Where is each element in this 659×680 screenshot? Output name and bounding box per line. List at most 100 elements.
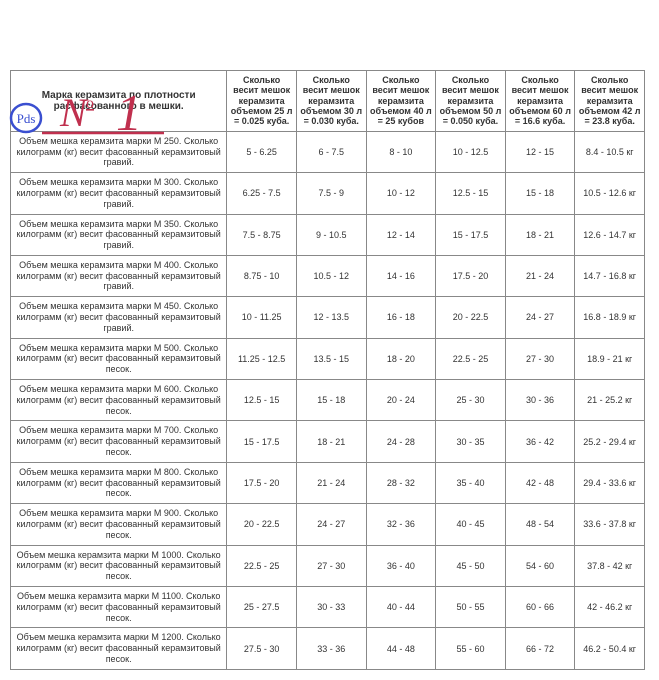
cell: 20 - 24 <box>366 380 436 421</box>
cell: 14 - 16 <box>366 255 436 296</box>
row-label: Объем мешка керамзита марки М 1100. Скол… <box>11 587 227 628</box>
cell: 40 - 44 <box>366 587 436 628</box>
cell: 18.9 - 21 кг <box>575 338 645 379</box>
cell: 16.8 - 18.9 кг <box>575 297 645 338</box>
row-label: Объем мешка керамзита марки М 300. Сколь… <box>11 173 227 214</box>
cell: 12.5 - 15 <box>227 380 297 421</box>
cell: 25 - 27.5 <box>227 587 297 628</box>
cell: 12 - 15 <box>505 131 575 172</box>
cell: 14.7 - 16.8 кг <box>575 255 645 296</box>
cell: 36 - 40 <box>366 545 436 586</box>
table-row: Объем мешка керамзита марки М 1200. Скол… <box>11 628 645 669</box>
cell: 18 - 20 <box>366 338 436 379</box>
cell: 44 - 48 <box>366 628 436 669</box>
row-label: Объем мешка керамзита марки М 350. Сколь… <box>11 214 227 255</box>
cell: 27 - 30 <box>296 545 366 586</box>
cell: 15 - 18 <box>296 380 366 421</box>
row-label: Объем мешка керамзита марки М 250. Сколь… <box>11 131 227 172</box>
header-main: Марка керамзита по плотности расфасованн… <box>11 71 227 132</box>
cell: 36 - 42 <box>505 421 575 462</box>
cell: 13.5 - 15 <box>296 338 366 379</box>
table-row: Объем мешка керамзита марки М 1100. Скол… <box>11 587 645 628</box>
cell: 45 - 50 <box>436 545 506 586</box>
cell: 22.5 - 25 <box>436 338 506 379</box>
row-label: Объем мешка керамзита марки М 500. Сколь… <box>11 338 227 379</box>
cell: 24 - 27 <box>505 297 575 338</box>
cell: 6.25 - 7.5 <box>227 173 297 214</box>
table-row: Объем мешка керамзита марки М 500. Сколь… <box>11 338 645 379</box>
header-col-2: Сколько весит мешок керамзита объемом 40… <box>366 71 436 132</box>
cell: 12 - 13.5 <box>296 297 366 338</box>
row-label: Объем мешка керамзита марки М 450. Сколь… <box>11 297 227 338</box>
cell: 20 - 22.5 <box>227 504 297 545</box>
header-col-4: Сколько весит мешок керамзита объемом 60… <box>505 71 575 132</box>
cell: 30 - 35 <box>436 421 506 462</box>
cell: 22.5 - 25 <box>227 545 297 586</box>
cell: 11.25 - 12.5 <box>227 338 297 379</box>
cell: 12 - 14 <box>366 214 436 255</box>
table-row: Объем мешка керамзита марки М 350. Сколь… <box>11 214 645 255</box>
keramzit-table: Марка керамзита по плотности расфасованн… <box>10 70 645 670</box>
cell: 42 - 48 <box>505 462 575 503</box>
cell: 6 - 7.5 <box>296 131 366 172</box>
cell: 5 - 6.25 <box>227 131 297 172</box>
cell: 25.2 - 29.4 кг <box>575 421 645 462</box>
cell: 10.5 - 12.6 кг <box>575 173 645 214</box>
cell: 8.75 - 10 <box>227 255 297 296</box>
cell: 12.6 - 14.7 кг <box>575 214 645 255</box>
table-row: Объем мешка керамзита марки М 700. Сколь… <box>11 421 645 462</box>
cell: 30 - 33 <box>296 587 366 628</box>
cell: 25 - 30 <box>436 380 506 421</box>
cell: 21 - 25.2 кг <box>575 380 645 421</box>
cell: 28 - 32 <box>366 462 436 503</box>
cell: 60 - 66 <box>505 587 575 628</box>
cell: 21 - 24 <box>296 462 366 503</box>
row-label: Объем мешка керамзита марки М 700. Сколь… <box>11 421 227 462</box>
cell: 20 - 22.5 <box>436 297 506 338</box>
cell: 8.4 - 10.5 кг <box>575 131 645 172</box>
cell: 10.5 - 12 <box>296 255 366 296</box>
cell: 33.6 - 37.8 кг <box>575 504 645 545</box>
cell: 35 - 40 <box>436 462 506 503</box>
cell: 55 - 60 <box>436 628 506 669</box>
cell: 54 - 60 <box>505 545 575 586</box>
cell: 46.2 - 50.4 кг <box>575 628 645 669</box>
cell: 16 - 18 <box>366 297 436 338</box>
cell: 42 - 46.2 кг <box>575 587 645 628</box>
cell: 10 - 11.25 <box>227 297 297 338</box>
cell: 29.4 - 33.6 кг <box>575 462 645 503</box>
cell: 8 - 10 <box>366 131 436 172</box>
cell: 15 - 17.5 <box>227 421 297 462</box>
row-label: Объем мешка керамзита марки М 400. Сколь… <box>11 255 227 296</box>
header-col-0: Сколько весит мешок керамзита объемом 25… <box>227 71 297 132</box>
cell: 50 - 55 <box>436 587 506 628</box>
table-row: Объем мешка керамзита марки М 300. Сколь… <box>11 173 645 214</box>
table-body: Объем мешка керамзита марки М 250. Сколь… <box>11 131 645 669</box>
table-row: Объем мешка керамзита марки М 1000. Скол… <box>11 545 645 586</box>
cell: 10 - 12.5 <box>436 131 506 172</box>
table-row: Объем мешка керамзита марки М 250. Сколь… <box>11 131 645 172</box>
cell: 7.5 - 9 <box>296 173 366 214</box>
cell: 17.5 - 20 <box>227 462 297 503</box>
row-label: Объем мешка керамзита марки М 600. Сколь… <box>11 380 227 421</box>
row-label: Объем мешка керамзита марки М 900. Сколь… <box>11 504 227 545</box>
cell: 9 - 10.5 <box>296 214 366 255</box>
cell: 24 - 27 <box>296 504 366 545</box>
cell: 18 - 21 <box>505 214 575 255</box>
cell: 18 - 21 <box>296 421 366 462</box>
cell: 48 - 54 <box>505 504 575 545</box>
cell: 66 - 72 <box>505 628 575 669</box>
row-label: Объем мешка керамзита марки М 1000. Скол… <box>11 545 227 586</box>
cell: 15 - 17.5 <box>436 214 506 255</box>
cell: 30 - 36 <box>505 380 575 421</box>
cell: 15 - 18 <box>505 173 575 214</box>
cell: 37.8 - 42 кг <box>575 545 645 586</box>
table-row: Объем мешка керамзита марки М 600. Сколь… <box>11 380 645 421</box>
header-col-1: Сколько весит мешок керамзита объемом 30… <box>296 71 366 132</box>
cell: 40 - 45 <box>436 504 506 545</box>
cell: 10 - 12 <box>366 173 436 214</box>
cell: 27 - 30 <box>505 338 575 379</box>
cell: 33 - 36 <box>296 628 366 669</box>
row-label: Объем мешка керамзита марки М 1200. Скол… <box>11 628 227 669</box>
header-col-5: Сколько весит мешок керамзита объемом 42… <box>575 71 645 132</box>
